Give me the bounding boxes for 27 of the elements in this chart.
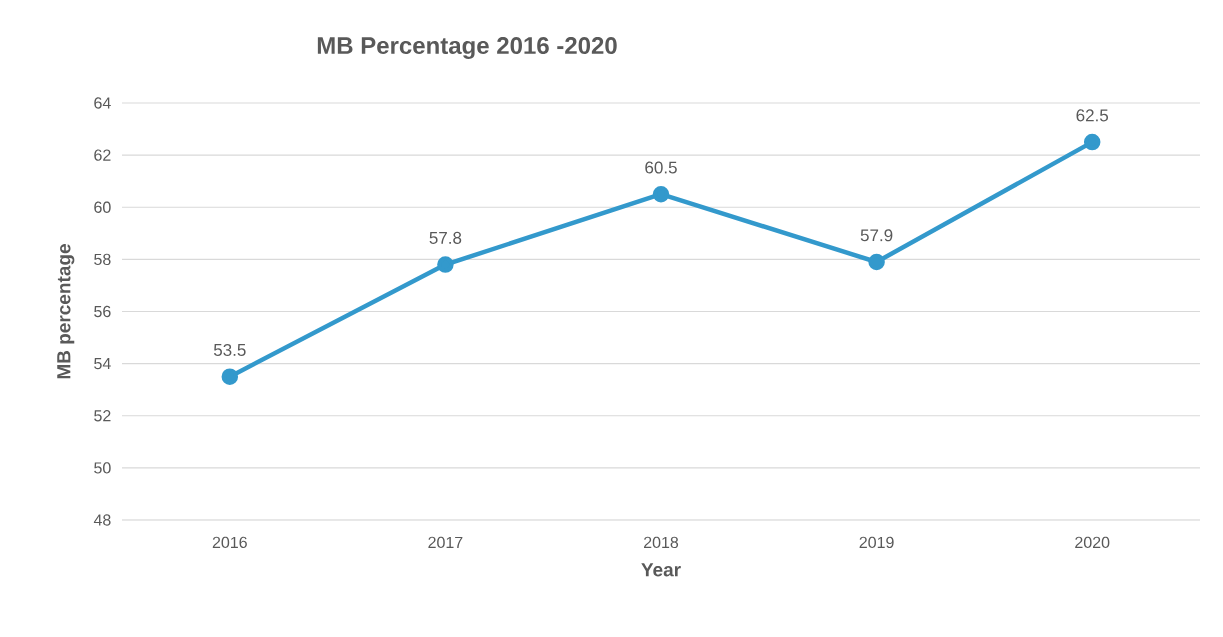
x-tick-label: 2017 bbox=[428, 536, 463, 549]
y-tick-label: 64 bbox=[94, 97, 111, 109]
y-tick-label: 52 bbox=[94, 410, 111, 422]
point bbox=[221, 368, 239, 385]
point bbox=[868, 253, 885, 271]
x-tick-label: 2018 bbox=[644, 536, 679, 549]
y-tick-label: 48 bbox=[93, 514, 111, 526]
data-label: 57.9 bbox=[860, 229, 893, 242]
y-tick-label: 50 bbox=[94, 462, 111, 474]
y-tick-label: 56 bbox=[94, 305, 111, 318]
data-label: 62.5 bbox=[1076, 109, 1109, 122]
data-label: 60.5 bbox=[645, 161, 677, 174]
point bbox=[652, 185, 670, 203]
data-label: 53.5 bbox=[213, 343, 246, 356]
point bbox=[437, 256, 454, 273]
y-axis-title: MB percentage bbox=[57, 244, 75, 379]
y-tick-label: 62 bbox=[94, 149, 111, 161]
y-tick-label: 58 bbox=[94, 253, 111, 266]
chart-title: MB Percentage 2016 -2020 bbox=[317, 37, 617, 59]
x-axis-title: Year bbox=[641, 563, 681, 577]
x-tick-label: 2020 bbox=[1075, 536, 1110, 549]
point bbox=[1083, 133, 1101, 151]
x-tick-label: 2016 bbox=[212, 536, 247, 549]
x-tick-label: 2019 bbox=[859, 536, 894, 549]
data-label: 57.8 bbox=[429, 231, 462, 244]
y-tick-label: 60 bbox=[94, 201, 111, 213]
y-tick-label: 54 bbox=[94, 358, 111, 370]
